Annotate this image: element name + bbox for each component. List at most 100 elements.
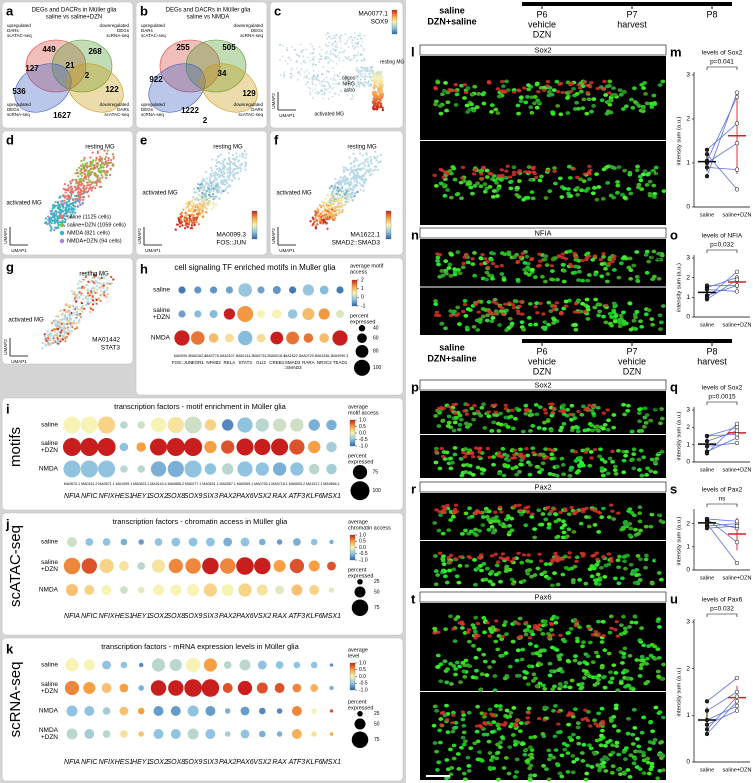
nucleus: [465, 260, 471, 265]
cell-point: [288, 56, 291, 59]
cell-point: [53, 330, 56, 333]
colorbar-tick-label: 0.5: [359, 667, 366, 673]
cell-point: [103, 294, 106, 297]
cell-point: [56, 336, 59, 339]
marker-signal: [560, 252, 566, 256]
cell-point: [94, 180, 98, 183]
nucleus: [518, 462, 524, 467]
cell-point: [101, 170, 105, 173]
dot: [224, 731, 231, 737]
cell-point: [104, 155, 108, 159]
marker-signal: [507, 301, 512, 305]
nucleus: [477, 529, 482, 533]
cell-point: [311, 216, 314, 219]
cell-point: [365, 169, 368, 172]
nucleus: [628, 526, 634, 531]
nucleus: [644, 553, 649, 558]
cell-point: [212, 195, 215, 198]
nucleus: [441, 562, 447, 567]
panel-title: cell signaling TF enriched motifs in Mul…: [174, 263, 336, 272]
colorbar: [385, 210, 392, 240]
cell-point: [371, 71, 375, 75]
cell-point: [371, 100, 375, 103]
cell-point: [228, 173, 232, 177]
dot: [255, 418, 269, 432]
nucleus: [435, 259, 440, 263]
nucleus: [569, 566, 575, 571]
nucleus: [504, 566, 509, 571]
dot: [188, 537, 198, 547]
dot: [276, 539, 283, 545]
marker-signal: [521, 553, 527, 557]
cell-point: [309, 59, 311, 62]
dot: [185, 558, 201, 574]
venn-title: DEGs and DACRs in Müller glia: [166, 8, 251, 14]
nucleus: [538, 174, 544, 179]
nucleus: [543, 517, 549, 522]
nucleus: [474, 105, 480, 110]
condition-label: DZN: [423, 557, 430, 571]
nucleus: [625, 676, 631, 681]
nucleus: [561, 186, 567, 191]
cell-point: [223, 172, 226, 176]
column-label: NFIC: [81, 613, 98, 620]
legend-label: 50: [374, 721, 380, 727]
cell-point: [341, 51, 344, 53]
cell-point: [86, 184, 89, 187]
nucleus: [464, 103, 470, 108]
axis-label: UMAP1: [145, 248, 161, 253]
cell-point: [44, 217, 47, 220]
cell-point: [356, 190, 359, 194]
nucleus: [560, 463, 566, 467]
nucleus: [497, 323, 502, 327]
nucleus: [546, 522, 552, 527]
cell-point: [66, 195, 69, 198]
nucleus: [452, 177, 458, 182]
nucleus: [602, 685, 608, 690]
cell-point: [327, 84, 330, 87]
colorbar-tick-label: 1.0: [359, 660, 366, 666]
cell-point: [90, 280, 93, 283]
marker-signal: [445, 503, 450, 508]
marker-signal: [482, 257, 488, 261]
cell-point: [326, 37, 328, 40]
nucleus: [596, 582, 602, 587]
venn-count: 129: [242, 89, 256, 98]
nucleus: [551, 317, 557, 322]
nucleus: [433, 102, 438, 107]
nucleus: [607, 79, 613, 84]
cell-point: [57, 330, 61, 333]
nucleus: [536, 508, 542, 513]
dot: [63, 460, 81, 478]
cell-point: [232, 157, 236, 160]
marker-signal: [460, 176, 465, 180]
nucleus: [599, 98, 605, 103]
cell-point: [241, 155, 245, 158]
cell-point: [98, 273, 101, 276]
umap-axis: [277, 227, 296, 246]
cell-point: [63, 309, 66, 312]
cell-point: [352, 86, 354, 88]
nucleus: [647, 179, 653, 184]
dot: [185, 657, 201, 673]
cell-point: [376, 105, 379, 108]
row-label: NMDA: [39, 727, 59, 734]
cell-point: [80, 301, 83, 305]
row-label: NMDA: [39, 466, 59, 473]
nucleus: [590, 257, 596, 262]
cell-point: [364, 81, 367, 84]
nucleus: [611, 268, 617, 272]
marker-signal: [498, 174, 504, 178]
marker-signal: [576, 410, 581, 414]
nucleus: [527, 642, 533, 646]
motif-label: SOX9: [371, 19, 389, 26]
nucleus: [603, 563, 609, 568]
cell-point: [100, 169, 103, 172]
nucleus: [589, 109, 594, 114]
cell-point: [346, 89, 349, 92]
cell-point: [198, 183, 202, 186]
cell-point: [212, 172, 215, 175]
nucleus: [599, 515, 605, 520]
dot: [310, 684, 319, 692]
cell-point: [47, 215, 50, 218]
